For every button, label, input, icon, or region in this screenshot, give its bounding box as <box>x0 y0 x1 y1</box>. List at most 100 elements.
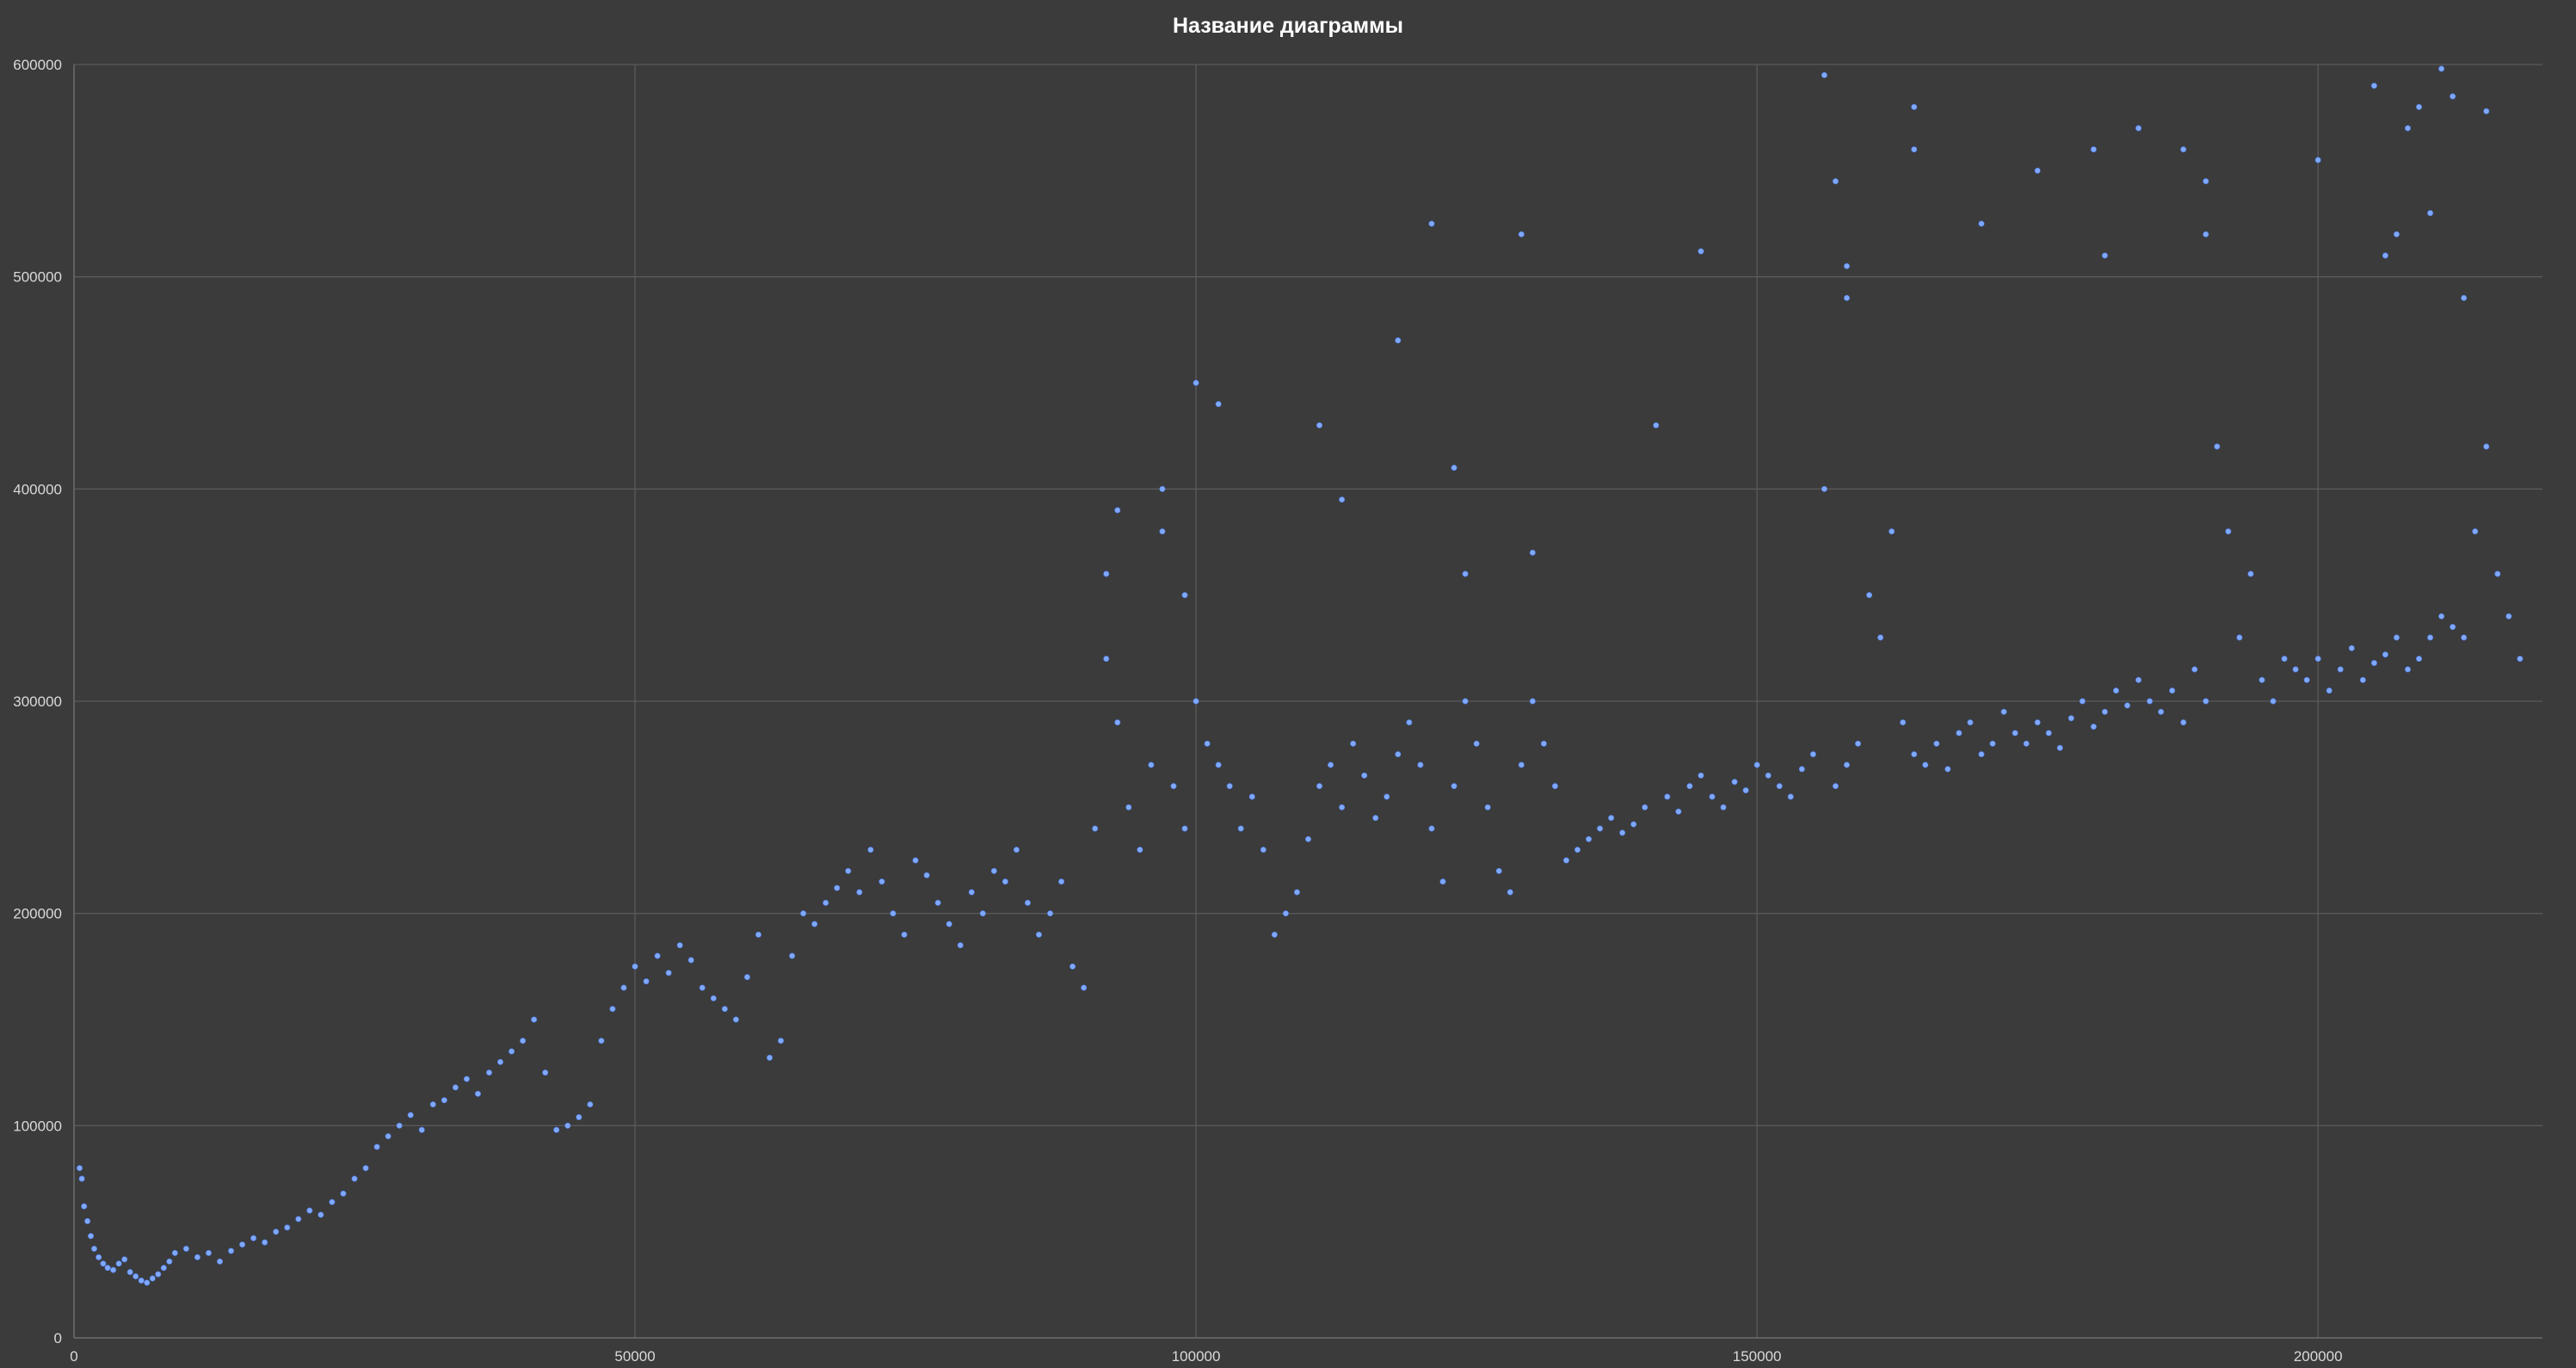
data-point <box>1339 496 1346 503</box>
data-point <box>1843 761 1850 768</box>
data-point <box>1753 761 1760 768</box>
data-point <box>217 1258 224 1265</box>
data-point <box>2147 698 2154 705</box>
data-point <box>1967 719 1974 726</box>
data-point <box>1339 804 1346 810</box>
data-point <box>934 899 941 906</box>
data-point <box>138 1277 145 1284</box>
data-point <box>2123 702 2130 709</box>
data-point <box>721 1006 728 1013</box>
data-point <box>441 1097 447 1104</box>
data-point <box>2045 730 2052 736</box>
data-point <box>1361 772 1368 779</box>
data-point <box>1451 783 1457 790</box>
data-point <box>1328 761 1334 768</box>
data-point <box>2203 178 2209 185</box>
data-point <box>1597 825 1604 832</box>
data-point <box>407 1112 414 1118</box>
data-point <box>508 1048 515 1055</box>
data-point <box>1406 719 1413 726</box>
data-point <box>1305 835 1312 842</box>
data-point <box>250 1235 257 1242</box>
data-point <box>149 1275 156 1282</box>
data-point <box>1944 766 1951 773</box>
data-point <box>329 1199 336 1205</box>
data-point <box>2427 634 2434 641</box>
data-point <box>2056 744 2063 751</box>
data-point <box>2023 740 2030 747</box>
data-point <box>1832 178 1839 185</box>
data-point <box>2359 676 2366 683</box>
data-point <box>1159 528 1166 535</box>
data-point <box>1395 337 1402 344</box>
data-point <box>823 899 829 906</box>
data-point <box>609 1006 616 1013</box>
data-point <box>1215 761 1222 768</box>
data-point <box>1013 847 1020 853</box>
data-point <box>2158 708 2165 715</box>
data-point <box>2326 687 2333 694</box>
data-point <box>1551 783 1558 790</box>
data-point <box>1316 422 1323 428</box>
data-point <box>2472 528 2479 535</box>
data-point <box>2505 613 2512 619</box>
data-point <box>77 1165 83 1172</box>
data-point <box>1103 570 1110 577</box>
data-point <box>1821 71 1827 78</box>
data-point <box>273 1229 280 1236</box>
data-point <box>1047 910 1054 917</box>
data-point <box>2405 666 2412 673</box>
data-point <box>1395 751 1402 758</box>
data-point <box>676 942 683 949</box>
data-point <box>115 1260 122 1267</box>
data-point <box>1103 656 1110 662</box>
chart-title: Название диаграммы <box>1172 14 1404 38</box>
data-point <box>1698 772 1704 779</box>
data-point <box>2135 125 2142 132</box>
data-point <box>126 1269 133 1276</box>
data-point <box>1159 485 1166 492</box>
data-point <box>1372 815 1379 822</box>
data-point <box>1384 793 1390 800</box>
data-point <box>2393 231 2400 237</box>
data-point <box>2270 698 2277 705</box>
data-point <box>1282 910 1289 917</box>
data-point <box>901 931 908 938</box>
data-point <box>1248 793 1255 800</box>
data-point <box>632 963 638 970</box>
data-point <box>2483 108 2490 114</box>
data-point <box>710 995 717 1001</box>
data-point <box>1978 220 1985 227</box>
data-point <box>1608 815 1615 822</box>
data-point <box>84 1217 91 1224</box>
data-point <box>2247 570 2254 577</box>
data-point <box>1507 889 1513 896</box>
data-point <box>132 1272 139 1279</box>
data-point <box>2438 613 2445 619</box>
data-point <box>100 1260 107 1267</box>
data-point <box>1215 401 1222 408</box>
data-point <box>1720 804 1727 810</box>
data-point <box>2259 676 2265 683</box>
data-point <box>1675 808 1682 815</box>
data-point <box>957 942 964 949</box>
data-point <box>1889 528 1895 535</box>
data-point <box>2236 634 2243 641</box>
data-point <box>979 910 986 917</box>
data-point <box>1170 783 1177 790</box>
data-point <box>1787 793 1794 800</box>
data-point <box>1484 804 1491 810</box>
data-point <box>1529 698 1536 705</box>
data-point <box>160 1265 167 1272</box>
data-point <box>2450 624 2456 631</box>
data-point <box>598 1038 605 1044</box>
data-point <box>2180 719 2187 726</box>
data-point <box>1125 804 1132 810</box>
data-point <box>576 1113 582 1120</box>
data-point <box>205 1249 212 1256</box>
data-point <box>1843 262 1850 269</box>
data-point <box>2214 443 2221 450</box>
data-point <box>284 1224 291 1231</box>
data-point <box>2180 146 2187 153</box>
